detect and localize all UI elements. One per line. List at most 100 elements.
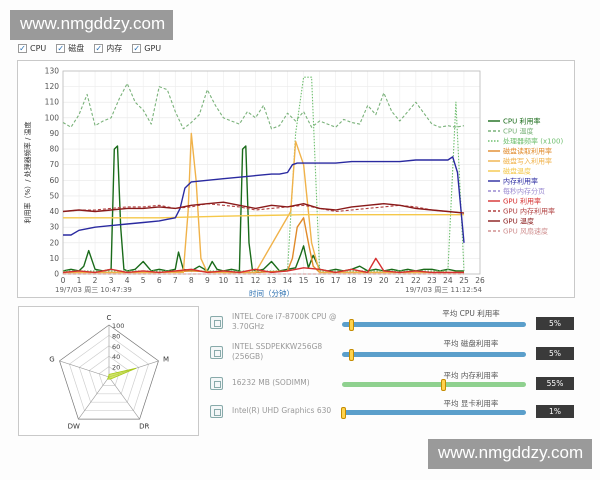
y-tick-label: 130 xyxy=(45,67,60,76)
radar-ring xyxy=(78,345,140,403)
meter-label: 平均 CPU 利用率 xyxy=(442,309,500,318)
radar-tick-label: 20 xyxy=(112,364,120,372)
toggle-memory[interactable]: ✓ 内存 xyxy=(94,43,122,54)
legend-entry[interactable]: CPU 温度 xyxy=(503,127,533,136)
legend-entry[interactable]: GPU 利用率 xyxy=(503,197,541,206)
radar-axis-label: M xyxy=(163,355,169,363)
toggle-label: 磁盘 xyxy=(68,43,85,53)
end-time-label: 19/7/03 周三 11:12:54 xyxy=(405,286,482,294)
utilization-chart-panel: 0 10 20 30 40 50 60 70 80 90 100 110 120 130 0 1 2 3 4 5 6 7 8… xyxy=(17,60,575,298)
radar-ring xyxy=(88,355,130,395)
legend-entry[interactable]: GPU 温度 xyxy=(503,217,534,226)
x-tick-label: 24 xyxy=(443,276,453,285)
y-tick-label: 0 xyxy=(54,270,59,279)
radar-tick-label: 80 xyxy=(112,332,120,340)
hardware-name: 16232 MB (SODIMM) xyxy=(232,378,310,387)
legend-entry[interactable]: 磁盘读取利用率 xyxy=(503,147,552,156)
toggle-gpu[interactable]: ✓ GPU xyxy=(132,43,161,53)
radar-ring xyxy=(59,324,159,420)
watermark-bottom: www.nmgddzy.com xyxy=(428,439,592,469)
y-tick-label: 110 xyxy=(45,98,60,107)
x-tick-label: 19 xyxy=(363,276,373,285)
meter-track xyxy=(342,382,526,387)
radar-axis-label: DW xyxy=(68,423,80,431)
series-toggle-bar: ✓ CPU ✓ 磁盘 ✓ 内存 ✓ GPU xyxy=(18,41,161,55)
hardware-row-cpu: INTEL Core i7-8700K CPU @ 3.70GHz 平均 CPU… xyxy=(206,309,586,336)
meter-track xyxy=(342,322,526,327)
legend-entry[interactable]: 每秒内存分页 xyxy=(503,187,545,196)
start-time-label: 19/7/03 周三 10:47:39 xyxy=(55,286,132,294)
meter-thumb[interactable] xyxy=(440,379,446,391)
radar-axis-label: C xyxy=(107,314,112,322)
meter-label: 平均 磁盘利用率 xyxy=(443,339,499,348)
checkbox-checked-icon[interactable]: ✓ xyxy=(56,43,66,53)
x-tick-label: 10 xyxy=(219,276,229,285)
plot-frame xyxy=(62,70,481,275)
x-tick-label: 16 xyxy=(315,276,325,285)
hardware-name: INTEL SSDPEKKW256G8 (256GB) xyxy=(232,342,323,361)
x-tick-label: 8 xyxy=(189,276,194,285)
x-tick-label: 18 xyxy=(347,276,357,285)
checkbox-checked-icon[interactable]: ✓ xyxy=(94,43,104,53)
legend-entry[interactable]: 内存利用率 xyxy=(503,177,538,186)
series-line-10 xyxy=(62,201,465,214)
percent-badge: 1% xyxy=(536,405,574,418)
toggle-cpu[interactable]: ✓ CPU xyxy=(18,43,47,53)
x-tick-label: 13 xyxy=(267,276,277,285)
y-tick-label: 30 xyxy=(49,223,59,232)
series-line-4 xyxy=(63,132,464,274)
checkbox-checked-icon[interactable]: ✓ xyxy=(18,43,27,53)
legend-entry[interactable]: 磁盘写入利用率 xyxy=(503,157,552,166)
x-tick-label: 17 xyxy=(331,276,341,285)
meter-label: 平均 内存利用率 xyxy=(443,371,499,380)
legend-entry[interactable]: 磁盘温度 xyxy=(503,167,531,176)
hardware-name: Intel(R) UHD Graphics 630 xyxy=(232,406,332,415)
percent-badge: 5% xyxy=(536,347,574,360)
hardware-row-memory: 16232 MB (SODIMM) 平均 内存利用率 55% xyxy=(206,371,586,398)
radar-value-area xyxy=(106,367,137,380)
y-axis-label: 利用率（%）/ 处理器频率 / 温度 xyxy=(23,121,32,223)
x-tick-label: 4 xyxy=(125,276,130,285)
x-tick-label: 7 xyxy=(173,276,178,285)
meter-thumb[interactable] xyxy=(341,407,347,419)
y-tick-label: 10 xyxy=(49,254,59,263)
checkbox-checked-icon[interactable]: ✓ xyxy=(132,43,142,53)
toggle-disk[interactable]: ✓ 磁盘 xyxy=(56,43,84,54)
radar-tick-label: 100 xyxy=(112,322,124,330)
watermark-top: www.nmgddzy.com xyxy=(10,10,173,40)
cpu-icon xyxy=(210,316,223,329)
legend-entry[interactable]: CPU 利用率 xyxy=(503,117,540,126)
meter-thumb[interactable] xyxy=(348,349,354,361)
x-tick-label: 23 xyxy=(427,276,437,285)
x-tick-label: 6 xyxy=(157,276,162,285)
x-tick-label: 2 xyxy=(93,276,98,285)
series-lines xyxy=(62,76,465,275)
percent-badge: 55% xyxy=(536,377,574,390)
radar-panel: 20 40 60 80 100 C M DR DW G xyxy=(18,306,199,436)
y-tick-label: 60 xyxy=(49,176,59,185)
x-tick-label: 5 xyxy=(141,276,146,285)
legend-entry[interactable]: GPU 风扇速度 xyxy=(503,227,548,236)
meter-track xyxy=(342,410,526,415)
radar-axis-label: G xyxy=(49,355,54,363)
radar-tick-label: 60 xyxy=(112,343,120,351)
x-axis-label: 时间（分钟） xyxy=(249,288,294,298)
x-tick-label: 9 xyxy=(205,276,210,285)
x-tick-label: 3 xyxy=(109,276,114,285)
y-tick-label: 70 xyxy=(49,160,59,169)
legend-entry[interactable]: 处理器频率 (x100) xyxy=(503,137,563,146)
hardware-list: INTEL Core i7-8700K CPU @ 3.70GHz 平均 CPU… xyxy=(206,308,586,428)
series-line-1 xyxy=(62,82,465,130)
x-tick-label: 20 xyxy=(379,276,389,285)
toggle-label: CPU xyxy=(30,43,47,53)
meter-thumb[interactable] xyxy=(348,319,354,331)
radar-spoke xyxy=(108,376,140,420)
legend-entry[interactable]: GPU 内存利用率 xyxy=(503,207,555,216)
y-tick-label: 120 xyxy=(45,82,60,91)
y-tick-label: 20 xyxy=(49,238,59,247)
y-tick-label: 80 xyxy=(49,145,59,154)
y-tick-label: 100 xyxy=(45,113,60,122)
meter-label: 平均 显卡利用率 xyxy=(443,399,499,408)
